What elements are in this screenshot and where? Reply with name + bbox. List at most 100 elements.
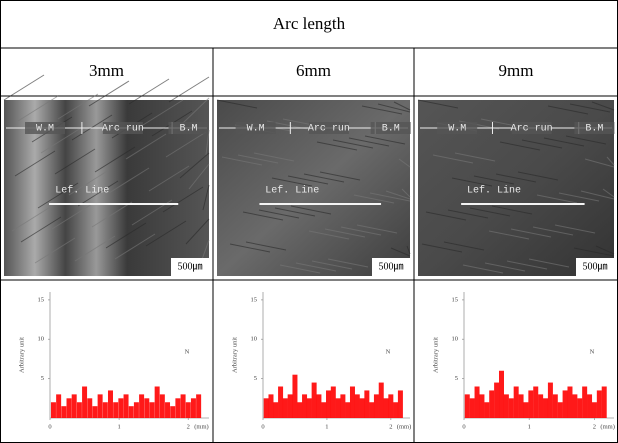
texture-streak [51,203,93,230]
bar [263,398,269,418]
bar [71,394,77,418]
bar [349,386,355,418]
scale-label: 500㎛ [583,261,608,272]
line-label: Lef. Line [467,185,521,197]
texture-streak [165,131,207,158]
bar [278,386,284,418]
column-header: 3mm [89,61,124,80]
texture-streak [432,154,474,164]
texture-streak [162,186,204,213]
texture-streak [274,207,316,217]
texture-streak [421,243,463,253]
bar [388,394,394,418]
bar [557,402,563,418]
bar [175,398,181,418]
texture-streak [451,177,493,187]
texture-streak [393,101,411,111]
bar [345,402,351,418]
bar [464,394,470,418]
bar [311,382,317,418]
texture-streak [54,148,96,175]
bar [330,386,336,418]
bar [591,402,597,418]
texture-streak [377,103,411,113]
bar [479,394,485,418]
zone-label-bg [437,122,478,134]
texture-streak [425,211,467,221]
bar [538,394,544,418]
texture-streak [57,93,99,120]
texture-streak [179,152,210,179]
texture-streak [182,97,210,124]
bar [76,402,82,418]
texture-streak [547,105,589,115]
x-tick-label: 1 [528,423,531,430]
bar [494,382,500,418]
scale-label: 500㎛ [379,261,404,272]
bar [513,386,519,418]
texture-streak [74,235,116,262]
texture-streak [287,175,329,185]
bar [489,390,495,418]
texture-streak [108,167,150,194]
texture-streak [319,171,361,181]
texture-streak [361,105,403,115]
bar [297,402,303,418]
texture-streak [128,78,170,105]
bar [326,390,332,418]
bar [503,394,509,418]
zone-label: W.M [36,124,54,135]
scale-bg [171,258,209,276]
y-tick-label: 5 [254,375,257,382]
bar [373,394,379,418]
bar [159,394,165,418]
texture-streak [168,76,210,103]
texture-streak [237,154,279,164]
zone-label: B.M [179,124,197,135]
texture-streak [295,262,337,272]
texture-streak [580,190,615,200]
texture-streak [185,218,210,245]
texture-streak [229,243,271,253]
bar [144,398,150,418]
zone-label-bg [370,122,411,134]
line-label: Lef. Line [55,185,109,197]
texture-streak [205,129,210,156]
zone-label: W.M [448,124,466,135]
texture-streak [356,224,398,234]
texture-streak [510,228,552,238]
texture-streak [569,103,611,113]
texture-streak [279,264,321,274]
bar [154,386,160,418]
texture-streak [11,205,53,232]
texture-streak [369,192,411,202]
zone-label-bg [235,122,276,134]
texture-streak [77,180,119,207]
texture-streak [462,264,504,274]
zone-label-bg [511,122,552,134]
texture-streak [40,127,82,154]
bar [97,394,103,418]
bar [302,394,308,418]
zone-label-bg [308,122,349,134]
bar [533,386,539,418]
bar [292,374,298,418]
bar [378,382,384,418]
texture-streak [188,163,210,190]
bar [582,386,588,418]
texture-streak [364,135,406,145]
bar [499,370,504,418]
texture-streak [528,258,570,268]
texture-streak [290,205,332,215]
bar [123,394,129,418]
bar [50,402,56,418]
texture-streak [68,169,110,196]
bar [61,406,67,418]
bar [484,402,490,418]
bar [66,398,72,418]
texture-streak [91,201,133,228]
texture-streak [536,194,578,204]
zone-label: W.M [247,124,265,135]
texture-streak [258,209,300,219]
x-unit-label: (mm) [194,423,208,430]
